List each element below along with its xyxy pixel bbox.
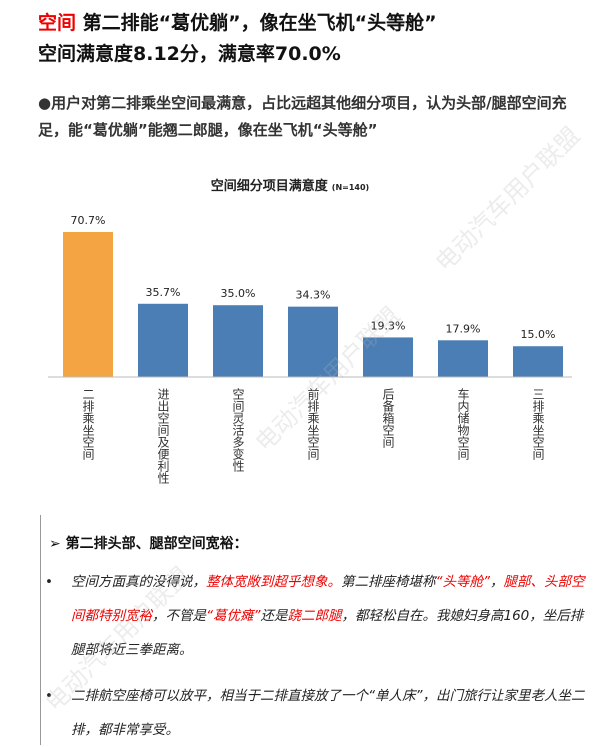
- bar: [363, 337, 413, 377]
- section-heading: ➢ 第二排头部、腿部空间宽裕：: [49, 536, 248, 552]
- text: ，都轻松自在。我媳妇身高160，坐后排腿部将近三拳距离。: [71, 608, 584, 658]
- title-highlight: 空间: [38, 12, 77, 34]
- bullet: 二排航空座椅可以放平，相当于二排直接放了一个“单人床”，出门旅行让家里老人坐二排…: [45, 679, 592, 747]
- chart: 空间细分项目满意度 (N=140) 70.7% 二排乘坐空间 35.7% 进出空间及便利性…: [48, 178, 572, 485]
- text: 空间方面真的没得说，: [71, 574, 206, 590]
- bullet: 空间方面真的没得说，整体宽敞到超乎想象。第二排座椅堪称“头等舱”，腿部、头部空间…: [45, 565, 592, 667]
- title-text: 第二排能“葛优躺”，像在坐飞机“头等舱”: [76, 12, 437, 34]
- x-tick-label: 空间灵活多变性: [231, 388, 245, 473]
- emphasis-text: “葛优瘫”: [206, 608, 261, 624]
- chart-title-text: 空间细分项目满意度: [211, 178, 329, 194]
- emphasis-text: “头等舱”: [435, 574, 491, 590]
- text: 还是: [260, 608, 288, 624]
- bar: [138, 303, 188, 377]
- bar: [513, 346, 563, 377]
- summary: ●用户对第二排乘坐空间最满意，占比远超其他细分项目，认为头部/腿部空间充足，能“…: [38, 94, 567, 139]
- x-tick-label: 前排乘坐空间: [306, 387, 320, 460]
- text: ，: [490, 574, 504, 590]
- section: ➢ 第二排头部、腿部空间宽裕： 空间方面真的没得说，整体宽敞到超乎想象。第二排座…: [40, 515, 611, 745]
- text: 二排航空座椅可以放平，相当于二排直接放了一个“单人床”，出门旅行让家里老人坐二排…: [71, 688, 585, 738]
- bar: [213, 305, 263, 377]
- title: 空间 第二排能“葛优躺”，像在坐飞机“头等舱”: [38, 8, 437, 35]
- data-label: 70.7%: [71, 214, 106, 227]
- text: ，不管是: [152, 608, 206, 624]
- data-label: 35.0%: [221, 287, 256, 300]
- emphasis-text: 整体宽敞到超乎想象。: [206, 574, 341, 590]
- data-label: 34.3%: [296, 289, 331, 302]
- x-tick-label: 三排乘坐空间: [531, 388, 545, 460]
- bar: [288, 306, 338, 377]
- emphasis-text: 腿部、头部空间都特别宽裕: [71, 574, 585, 624]
- bar: [438, 340, 488, 377]
- x-tick-label: 后备箱空间: [381, 388, 395, 448]
- bar: [63, 232, 113, 377]
- x-tick-label: 二排乘坐空间: [81, 388, 95, 460]
- chart-subtitle: (N=140): [332, 183, 369, 192]
- data-label: 17.9%: [446, 322, 481, 335]
- chart-title: 空间细分项目满意度 (N=140): [211, 178, 369, 194]
- text: 第二排座椅堪称: [341, 574, 436, 590]
- x-tick-label: 车内储物空间: [456, 387, 470, 460]
- data-label: 15.0%: [521, 328, 556, 341]
- data-label: 35.7%: [146, 286, 181, 299]
- subtitle: 空间满意度8.12分，满意率70.0%: [38, 43, 341, 65]
- emphasis-text: 跷二郎腿: [287, 608, 342, 624]
- data-label: 19.3%: [371, 319, 406, 332]
- x-tick-label: 进出空间及便利性: [156, 388, 170, 485]
